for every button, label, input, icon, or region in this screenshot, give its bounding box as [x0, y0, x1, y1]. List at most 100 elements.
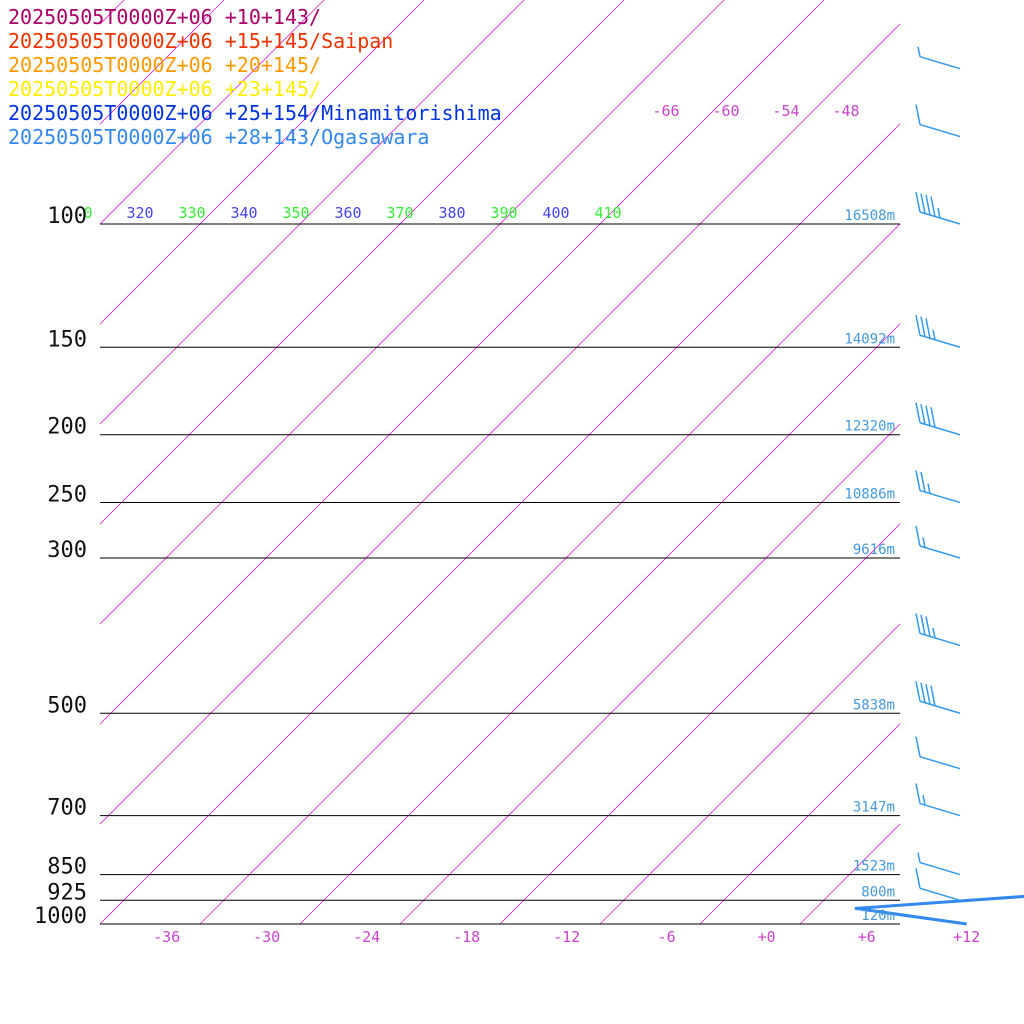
wind-barb	[915, 868, 961, 902]
height-label: 9616m	[853, 542, 895, 558]
legend-entry: 20250505T0000Z+06 +10+143/	[8, 5, 321, 29]
theta-label: 410	[594, 204, 621, 222]
pressure-label: 250	[47, 483, 87, 508]
temperature-tick: -6	[658, 928, 676, 946]
temperature-tick-upper: -66	[652, 102, 679, 120]
temperature-tick: +0	[758, 928, 776, 946]
barb-flag	[930, 685, 936, 706]
barb-flag	[915, 104, 921, 125]
barb-half	[922, 537, 926, 548]
isotherm-line	[100, 0, 225, 125]
isotherm-line	[100, 123, 900, 924]
barb-flag	[915, 191, 921, 213]
barb-flag	[915, 868, 921, 889]
wind-barb	[915, 783, 961, 817]
barb-flag	[920, 193, 926, 214]
barb-staff	[919, 334, 961, 348]
barb-flag	[925, 405, 931, 426]
barb-flag	[920, 471, 926, 493]
height-label: 120m	[861, 908, 895, 924]
barb-half	[932, 627, 936, 639]
theta-label: 0	[83, 204, 92, 222]
theta-labels: 0 320 330 340 350 360 370 380 390 400 410	[83, 204, 621, 222]
barb-flag	[915, 736, 921, 757]
barb-staff	[919, 489, 961, 504]
barb-flag	[915, 613, 921, 634]
isotherm-line	[499, 523, 900, 924]
barb-flag	[915, 783, 921, 804]
isotherm-line	[100, 0, 325, 225]
legend-entry: 20250505T0000Z+06 +15+145/Saipan	[8, 29, 393, 53]
wind-barb	[915, 402, 961, 436]
wind-barb	[917, 852, 961, 876]
barb-half	[917, 46, 921, 57]
barb-flag	[925, 616, 931, 637]
pressure-label: 500	[47, 693, 87, 718]
isotherm-line	[599, 623, 900, 924]
height-label: 16508m	[844, 208, 895, 224]
barb-flag	[920, 614, 926, 636]
barb-flag	[915, 315, 921, 336]
pressure-label: 200	[47, 415, 87, 440]
theta-label: 330	[178, 204, 205, 222]
barb-staff	[919, 887, 961, 902]
height-label: 1523m	[853, 859, 895, 875]
temperature-tick-upper: -48	[832, 102, 859, 120]
barb-flag	[915, 470, 921, 491]
temperature-tick-upper: -54	[772, 102, 799, 120]
dewpoint-profile	[854, 894, 1024, 926]
barb-half	[927, 483, 931, 494]
barb-flag	[930, 407, 936, 428]
barb-staff	[919, 55, 961, 70]
wind-barb	[917, 46, 961, 70]
legend: 20250505T0000Z+06 +10+143/20250505T0000Z…	[8, 5, 502, 149]
barb-flag	[920, 682, 926, 703]
height-label: 3147m	[853, 800, 895, 816]
wind-barb	[915, 104, 961, 138]
barb-flag	[925, 194, 931, 216]
barb-staff	[919, 755, 961, 770]
temperature-tick: -36	[153, 928, 180, 946]
wind-barb	[915, 613, 961, 647]
height-label: 14092m	[844, 331, 895, 347]
wind-barb	[915, 470, 961, 504]
height-label: 12320m	[844, 419, 895, 435]
barb-staff	[919, 632, 961, 647]
temperature-tick-upper: -60	[712, 102, 739, 120]
pressure-label: 850	[47, 855, 87, 880]
barb-half	[937, 207, 941, 219]
temperature-tick: -24	[353, 928, 380, 946]
barb-flag	[930, 196, 936, 217]
temperature-tick: -12	[553, 928, 580, 946]
wind-barb	[915, 315, 961, 348]
barb-flag	[920, 316, 926, 337]
height-labels: 16508m 14092m 12320m 10886m 9616m 5838m 3147m 1…	[844, 208, 895, 924]
pressure-label: 150	[47, 327, 87, 352]
height-label: 10886m	[844, 487, 895, 503]
isotherm-line	[100, 0, 525, 425]
isotherm-line	[100, 0, 425, 325]
pressure-label: 300	[47, 538, 87, 563]
theta-label: 400	[542, 204, 569, 222]
barb-staff	[919, 422, 961, 436]
isotherm-line	[100, 0, 725, 625]
wind-barb	[915, 736, 961, 770]
wind-barbs	[915, 46, 961, 902]
legend-entry: 20250505T0000Z+06 +28+143/Ogasawara	[8, 125, 429, 149]
wind-barb	[915, 525, 961, 559]
isotherm-line	[399, 423, 900, 924]
theta-label: 340	[230, 204, 257, 222]
pressure-label: 925	[47, 880, 87, 905]
isotherm-line	[100, 0, 625, 525]
theta-label: 360	[334, 204, 361, 222]
isotherm-line	[299, 323, 900, 924]
barb-staff	[919, 545, 961, 559]
isobar-grid	[100, 223, 900, 925]
legend-entry: 20250505T0000Z+06 +25+154/Minamitorishim…	[8, 101, 502, 125]
temperature-tick: -30	[253, 928, 280, 946]
barb-staff	[919, 861, 961, 876]
barb-half	[932, 329, 936, 340]
height-label: 5838m	[853, 697, 895, 713]
